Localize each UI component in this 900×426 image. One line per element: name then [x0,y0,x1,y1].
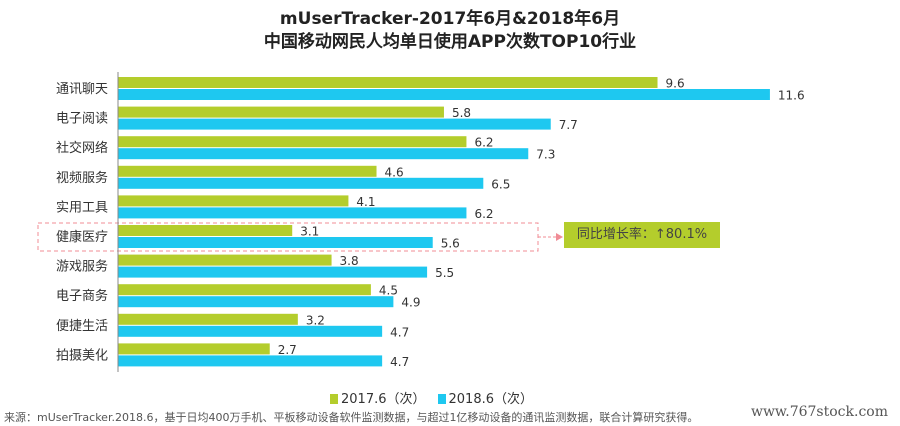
bar-2017 [118,225,293,236]
category-label: 拍摄美化 [56,348,108,363]
bar-2018 [118,237,433,248]
category-label: 社交网络 [56,140,108,156]
category-label: 便捷生活 [56,319,108,334]
bar-2017 [118,106,444,118]
chart-title-line2: 中国移动网民人均单日使用APP次数TOP10行业 [263,32,637,52]
category-label: 通讯聊天 [56,82,108,97]
bar-chart: 通讯聊天 9.6 11.6 电子阅读 5.8 7.7 社交网络 6.2 7.3 视频服务 4.6 6.… [37,72,805,372]
bar-2018 [118,266,428,278]
data-label: 4.6 [385,165,404,179]
source-note: 来源：mUserTracker.2018.6，基于日均400万手机、平板移动设备… [4,411,699,424]
category-label: 视频服务 [56,170,108,186]
category-label: 实用工具 [56,200,108,215]
legend: 2017.6（次） 2018.6（次） [330,388,533,407]
data-label: 5.6 [441,237,460,251]
chart-title-line1: mUserTracker-2017年6月&2018年6月 [279,9,621,29]
bar-2017 [118,254,332,266]
data-label: 3.2 [306,313,325,327]
data-label: 9.6 [666,77,685,91]
data-label: 4.7 [390,325,409,339]
category-label: 健康医疗 [56,229,108,245]
data-label: 11.6 [778,89,805,103]
growth-callout: 同比增长率：↑80.1% [564,222,720,248]
data-label: 4.9 [401,296,420,310]
watermark: www.767stock.com [750,404,888,420]
bar-2017 [118,165,377,177]
legend-swatch-2017 [330,394,338,404]
bar-2017 [118,343,270,355]
bar-2017 [118,284,371,296]
bar-2017 [118,77,658,88]
callout-arrow-icon [556,233,563,241]
data-label: 2.7 [278,343,297,357]
data-label: 6.2 [474,136,493,150]
bar-2018 [118,207,467,219]
category-label: 电子商务 [56,288,108,304]
data-label: 4.5 [379,284,398,298]
bar-2018 [118,89,770,100]
data-label: 4.1 [356,195,375,209]
data-label: 5.5 [435,266,454,280]
bar-2017 [118,313,298,325]
legend-item-2018: 2018.6（次） [437,388,534,407]
data-label: 3.8 [340,254,359,268]
data-label: 5.8 [452,106,471,120]
data-label: 7.3 [536,148,555,162]
legend-swatch-2018 [437,394,446,404]
bar-2018 [118,325,383,337]
bar-2018 [118,148,529,160]
data-label: 7.7 [559,118,578,132]
bar-2017 [118,195,349,207]
legend-label-2017: 2017.6（次） [341,392,426,407]
bar-2018 [118,177,484,189]
bar-2018 [118,355,383,367]
legend-label-2018: 2018.6（次） [448,392,534,407]
data-label: 6.2 [474,207,493,221]
data-label: 4.7 [390,355,409,369]
category-label: 电子阅读 [56,112,108,127]
bar-2018 [118,118,551,130]
data-label: 3.1 [300,225,319,239]
bar-2018 [118,296,394,308]
legend-item-2017: 2017.6（次） [330,388,426,407]
data-label: 6.5 [491,177,510,191]
category-label: 游戏服务 [56,259,108,275]
bar-2017 [118,136,467,148]
